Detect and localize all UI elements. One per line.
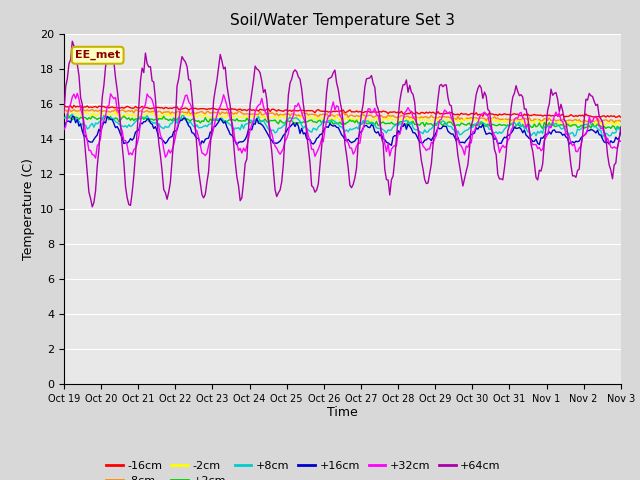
-16cm — [67, 103, 74, 108]
+2cm — [612, 127, 620, 132]
-2cm — [227, 113, 234, 119]
X-axis label: Time: Time — [327, 407, 358, 420]
+64cm — [88, 204, 96, 210]
+2cm — [60, 115, 68, 120]
-8cm — [60, 108, 68, 113]
+16cm — [376, 133, 383, 139]
+8cm — [185, 120, 193, 126]
+64cm — [186, 77, 194, 83]
-2cm — [183, 112, 191, 118]
+2cm — [517, 123, 525, 129]
+32cm — [60, 127, 68, 132]
-8cm — [617, 119, 625, 124]
-8cm — [611, 120, 618, 126]
-8cm — [524, 117, 532, 122]
+8cm — [68, 111, 76, 117]
-16cm — [516, 113, 524, 119]
-2cm — [67, 111, 74, 117]
-16cm — [522, 112, 530, 118]
-2cm — [372, 116, 380, 121]
+8cm — [617, 124, 625, 130]
-8cm — [79, 105, 86, 111]
+32cm — [230, 127, 237, 132]
+64cm — [376, 113, 383, 119]
Title: Soil/Water Temperature Set 3: Soil/Water Temperature Set 3 — [230, 13, 455, 28]
+2cm — [67, 116, 74, 121]
Legend: -16cm, -8cm, -2cm, +2cm, +8cm, +16cm, +32cm, +64cm: -16cm, -8cm, -2cm, +2cm, +8cm, +16cm, +3… — [102, 456, 505, 480]
+32cm — [376, 120, 383, 126]
+16cm — [617, 128, 625, 134]
+32cm — [186, 101, 194, 107]
+32cm — [67, 101, 74, 107]
+2cm — [185, 117, 193, 123]
-8cm — [67, 108, 74, 114]
Line: +64cm: +64cm — [64, 41, 621, 207]
+16cm — [196, 143, 204, 148]
+32cm — [617, 139, 625, 144]
+8cm — [60, 115, 68, 121]
+2cm — [524, 122, 532, 128]
+2cm — [100, 113, 108, 119]
+64cm — [67, 57, 74, 62]
-8cm — [517, 117, 525, 122]
+8cm — [517, 124, 525, 130]
+64cm — [617, 124, 625, 130]
+2cm — [374, 123, 382, 129]
+32cm — [74, 90, 81, 96]
-8cm — [374, 113, 382, 119]
+32cm — [519, 115, 527, 120]
+64cm — [230, 140, 237, 145]
+64cm — [68, 38, 76, 44]
+16cm — [525, 136, 533, 142]
+16cm — [185, 123, 193, 129]
+8cm — [228, 124, 236, 130]
-16cm — [227, 107, 234, 113]
-2cm — [617, 123, 625, 129]
Line: -8cm: -8cm — [64, 108, 621, 123]
-16cm — [60, 102, 68, 108]
+8cm — [374, 125, 382, 131]
Line: -2cm: -2cm — [64, 111, 621, 126]
Line: -16cm: -16cm — [64, 105, 621, 118]
+16cm — [230, 135, 237, 141]
+16cm — [519, 130, 527, 136]
Y-axis label: Temperature (C): Temperature (C) — [22, 158, 35, 260]
Line: +8cm: +8cm — [64, 113, 621, 137]
+32cm — [92, 155, 99, 161]
+32cm — [525, 130, 533, 135]
-16cm — [617, 114, 625, 120]
+2cm — [228, 117, 236, 123]
+2cm — [617, 124, 625, 130]
+64cm — [525, 127, 533, 133]
+16cm — [68, 113, 76, 119]
-2cm — [516, 118, 524, 124]
Text: EE_met: EE_met — [75, 50, 120, 60]
-16cm — [612, 115, 620, 120]
+16cm — [60, 125, 68, 131]
-8cm — [185, 108, 193, 114]
-2cm — [522, 119, 530, 125]
Line: +16cm: +16cm — [64, 116, 621, 145]
-16cm — [372, 109, 380, 115]
Line: +2cm: +2cm — [64, 116, 621, 130]
+64cm — [60, 110, 68, 116]
-2cm — [60, 108, 68, 114]
-16cm — [183, 106, 191, 111]
+64cm — [519, 94, 527, 100]
+16cm — [67, 120, 74, 125]
+8cm — [598, 134, 606, 140]
Line: +32cm: +32cm — [64, 93, 621, 158]
+8cm — [524, 129, 532, 135]
+8cm — [63, 110, 71, 116]
-8cm — [228, 110, 236, 116]
